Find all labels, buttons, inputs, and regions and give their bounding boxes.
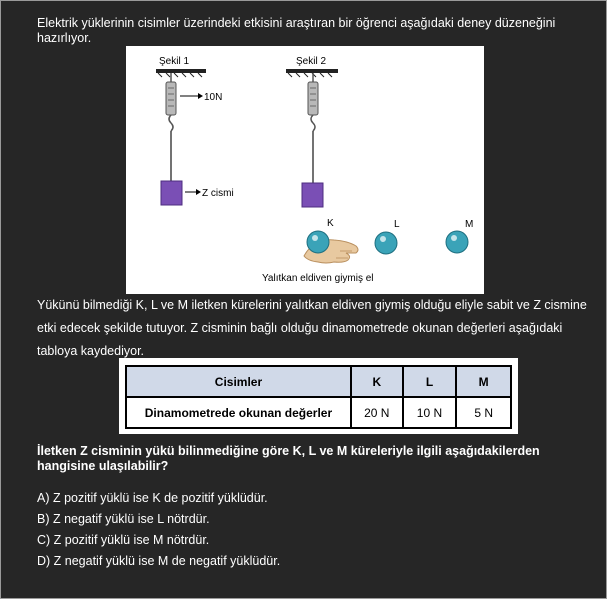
option-a[interactable]: A) Z pozitif yüklü ise K de pozitif yükl… [37, 491, 268, 505]
sphere-m [445, 230, 469, 254]
header-l: L [401, 365, 458, 398]
sphere-k-label: K [327, 218, 334, 229]
sphere-m-label: M [465, 219, 473, 230]
z-object-2 [301, 182, 324, 208]
force-label: 10N [204, 92, 222, 103]
dynamometer-1 [165, 73, 177, 181]
ceiling-2 [286, 69, 338, 78]
option-c[interactable]: C) Z pozitif yüklü ise M nötrdür. [37, 533, 210, 547]
sekil2-label: Şekil 2 [296, 56, 326, 67]
intro-text: Elektrik yüklerinin cisimler üzerindeki … [37, 16, 556, 45]
option-b[interactable]: B) Z negatif yüklü ise L nötrdür. [37, 512, 210, 526]
experiment-figure: Şekil 1 [126, 46, 484, 294]
results-table: Cisimler K L M Dinamometrede okunan değe… [125, 365, 512, 429]
sphere-l-label: L [394, 219, 400, 230]
value-m: 5 N [455, 396, 512, 429]
dynamometer-2 [307, 73, 319, 183]
sekil1-label: Şekil 1 [159, 56, 189, 67]
value-k: 20 N [349, 396, 404, 429]
question-text: İletken Z cisminin yükü bilinmediğine gö… [37, 444, 540, 473]
z-object-1 [160, 180, 183, 206]
header-k: K [349, 365, 404, 398]
sphere-l [374, 231, 398, 255]
ceiling-1 [156, 69, 206, 78]
value-l: 10 N [401, 396, 458, 429]
header-cisimler: Cisimler [125, 365, 352, 398]
object-arrow [185, 189, 201, 195]
table-header-row: Cisimler K L M [125, 365, 512, 398]
description-paragraph: Yükünü bilmediği K, L ve M iletken kürel… [37, 298, 587, 358]
force-arrow-1 [180, 93, 203, 99]
header-m: M [455, 365, 512, 398]
answer-options: A) Z pozitif yüklü ise K de pozitif yükl… [37, 488, 597, 572]
figure-caption: Yalıtkan eldiven giymiş el [262, 273, 374, 284]
table-row: Dinamometrede okunan değerler 20 N 10 N … [125, 396, 512, 429]
option-d[interactable]: D) Z negatif yüklü ise M de negatif yükl… [37, 554, 281, 568]
experiment-svg: Şekil 1 [156, 56, 473, 284]
row-label: Dinamometrede okunan değerler [125, 396, 352, 429]
results-table-box: Cisimler K L M Dinamometrede okunan değe… [119, 358, 518, 434]
sphere-k [306, 230, 330, 254]
object-label: Z cismi [202, 188, 234, 199]
